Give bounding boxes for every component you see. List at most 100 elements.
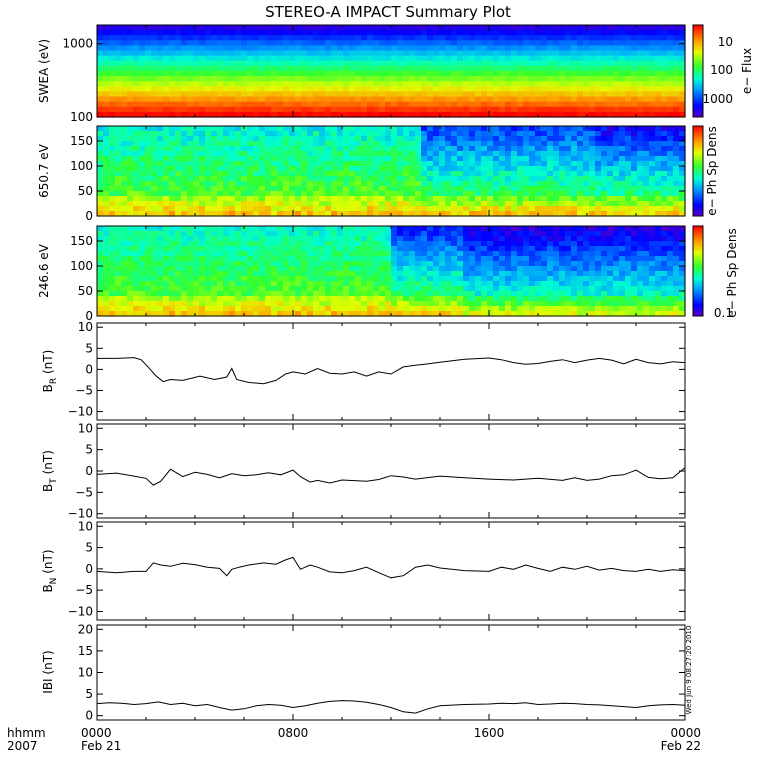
heatmap-cell: [163, 146, 170, 152]
heatmap-cell: [547, 241, 554, 247]
colorbar-tick-label: 10: [718, 35, 733, 49]
heatmap-cell: [475, 271, 482, 277]
heatmap-cell: [355, 211, 362, 217]
heatmap-cell: [181, 106, 188, 113]
heatmap-cell: [505, 191, 512, 197]
heatmap-cell: [217, 91, 224, 98]
heatmap-cell: [505, 186, 512, 192]
heatmap-cell: [529, 156, 536, 162]
heatmap-cell: [361, 91, 368, 98]
heatmap-cell: [343, 276, 350, 282]
heatmap-cell: [559, 271, 566, 277]
heatmap-cell: [481, 55, 488, 62]
heatmap-cell: [115, 286, 122, 292]
heatmap-cell: [433, 50, 440, 57]
heatmap-cell: [433, 30, 440, 36]
heatmap-cell: [433, 156, 440, 162]
heatmap-cell: [97, 176, 104, 182]
heatmap-cell: [421, 30, 428, 36]
heatmap-cell: [103, 86, 110, 93]
heatmap-cell: [163, 111, 170, 118]
heatmap-cell: [169, 236, 176, 242]
heatmap-cell: [271, 211, 278, 217]
heatmap-cell: [505, 226, 512, 232]
heatmap-cell: [379, 236, 386, 242]
heatmap-cell: [505, 40, 512, 47]
heatmap-cell: [379, 141, 386, 147]
heatmap-cell: [577, 101, 584, 108]
heatmap-cell: [445, 291, 452, 297]
heatmap-cell: [481, 76, 488, 82]
heatmap-cell: [157, 231, 164, 237]
heatmap-cell: [247, 55, 254, 62]
heatmap-cell: [517, 146, 524, 152]
heatmap-cell: [283, 40, 290, 47]
heatmap-cell: [571, 191, 578, 197]
heatmap-cell: [313, 141, 320, 147]
heatmap-cell: [139, 196, 146, 202]
heatmap-cell: [367, 246, 374, 252]
heatmap-cell: [337, 25, 344, 31]
heatmap-cell: [583, 151, 590, 157]
heatmap-cell: [541, 201, 548, 207]
heatmap-cell: [181, 206, 188, 212]
heatmap-cell: [211, 266, 218, 272]
heatmap-cell: [367, 206, 374, 212]
heatmap-cell: [175, 71, 182, 77]
heatmap-cell: [409, 81, 416, 87]
heatmap-cell: [475, 261, 482, 267]
heatmap-cell: [121, 101, 128, 108]
heatmap-cell: [403, 256, 410, 262]
heatmap-cell: [157, 131, 164, 137]
heatmap-cell: [619, 76, 626, 82]
heatmap-cell: [655, 91, 662, 98]
heatmap-cell: [241, 261, 248, 267]
heatmap-cell: [565, 161, 572, 167]
heatmap-cell: [619, 126, 626, 132]
heatmap-cell: [187, 76, 194, 82]
heatmap-cell: [139, 131, 146, 137]
heatmap-cell: [223, 281, 230, 287]
heatmap-cell: [163, 226, 170, 232]
heatmap-cell: [673, 136, 680, 142]
heatmap-cell: [193, 40, 200, 47]
heatmap-cell: [523, 286, 530, 292]
heatmap-cell: [451, 286, 458, 292]
heatmap-cell: [289, 171, 296, 177]
heatmap-cell: [289, 286, 296, 292]
heatmap-cell: [511, 261, 518, 267]
heatmap-cell: [163, 261, 170, 267]
heatmap-cell: [475, 171, 482, 177]
heatmap-cell: [631, 166, 638, 172]
heatmap-cell: [151, 86, 158, 93]
heatmap-cell: [625, 206, 632, 212]
heatmap-cell: [277, 106, 284, 113]
heatmap-cell: [451, 106, 458, 113]
heatmap-cell: [637, 201, 644, 207]
heatmap-cell: [559, 171, 566, 177]
heatmap-cell: [289, 186, 296, 192]
heatmap-cell: [385, 261, 392, 267]
heatmap-cell: [415, 166, 422, 172]
heatmap-cell: [151, 296, 158, 302]
heatmap-cell: [133, 131, 140, 137]
heatmap-cell: [655, 86, 662, 93]
heatmap-cell: [355, 55, 362, 62]
heatmap-cell: [187, 241, 194, 247]
heatmap-cell: [289, 96, 296, 103]
heatmap-cell: [301, 126, 308, 132]
heatmap-cell: [469, 246, 476, 252]
heatmap-cell: [433, 86, 440, 93]
heatmap-cell: [103, 186, 110, 192]
heatmap-cell: [553, 226, 560, 232]
heatmap-cell: [493, 201, 500, 207]
heatmap-cell: [175, 131, 182, 137]
heatmap-cell: [667, 91, 674, 98]
heatmap-cell: [403, 35, 410, 41]
heatmap-cell: [463, 76, 470, 82]
heatmap-cell: [313, 201, 320, 207]
heatmap-cell: [421, 176, 428, 182]
heatmap-cell: [469, 65, 476, 72]
heatmap-cell: [457, 211, 464, 217]
